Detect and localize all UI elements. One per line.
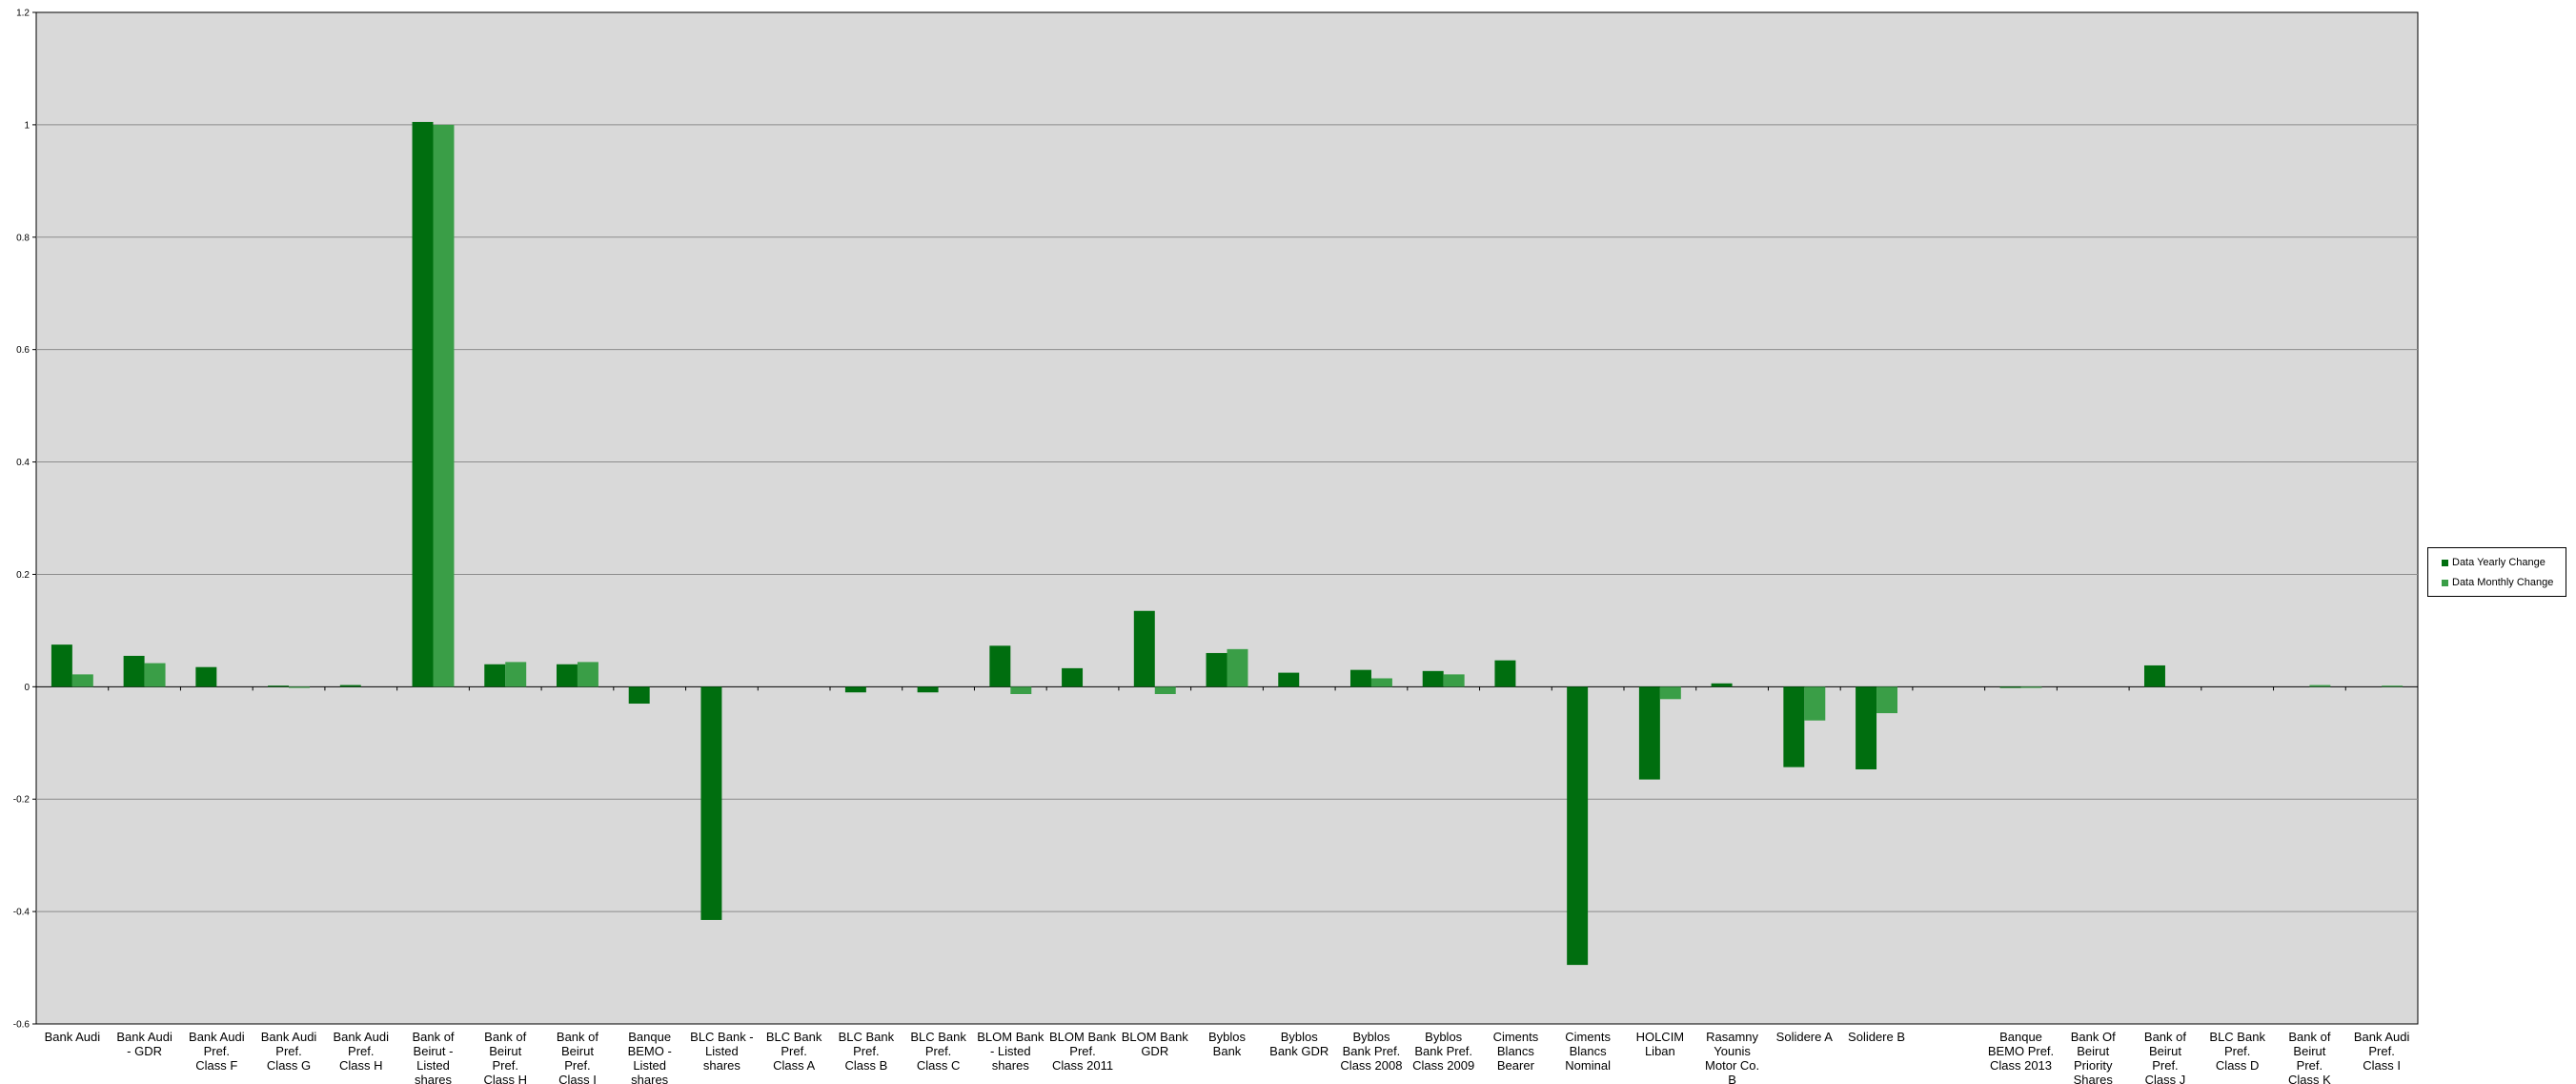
bar-yearly-change [339, 685, 361, 687]
x-category-label: Banque BEMO Pref. Class 2013 [1988, 1030, 2054, 1073]
bar-yearly-change [1494, 660, 1516, 687]
x-category-label: Bank Audi Pref. Class I [2354, 1030, 2410, 1073]
legend-swatch-yearly [2442, 559, 2448, 566]
bar-yearly-change [484, 664, 506, 687]
bar-yearly-change [1711, 683, 1733, 687]
bar-monthly-change [2382, 685, 2404, 687]
x-category-label: Banque BEMO -Listed shares [628, 1030, 672, 1084]
y-tick-label: 0.4 [16, 458, 30, 468]
bar-yearly-change [989, 645, 1011, 687]
bar-yearly-change [628, 686, 650, 705]
x-category-label: Bank Audi Pref. Class G [261, 1030, 317, 1073]
y-tick-label: 0.8 [16, 233, 30, 243]
x-category-label: Ciments Blancs Nominal [1565, 1030, 1611, 1073]
bar-yearly-change [700, 686, 722, 920]
legend: Data Yearly Change Data Monthly Change [2427, 547, 2566, 597]
bar-yearly-change [1422, 670, 1444, 687]
legend-swatch-monthly [2442, 579, 2448, 586]
x-category-label: Bank Audi Pref. Class H [333, 1030, 389, 1073]
x-category-label: Byblos Bank Pref. Class 2008 [1340, 1030, 1402, 1073]
x-category-label: Byblos Bank Pref. Class 2009 [1412, 1030, 1474, 1073]
bar-monthly-change [1227, 648, 1248, 687]
bar-yearly-change [1062, 667, 1084, 687]
bar-monthly-change [2309, 685, 2331, 687]
bar-yearly-change [917, 686, 939, 693]
bar-yearly-change [2143, 665, 2165, 687]
bar-yearly-change [195, 666, 217, 687]
x-category-label: Bank of Beirut Pref. Class K [2288, 1030, 2331, 1084]
bar-monthly-change [1154, 686, 1176, 694]
legend-item-yearly: Data Yearly Change [2442, 557, 2546, 568]
bar-yearly-change [844, 686, 866, 693]
x-category-label: Bank of Beirut Pref. Class H [483, 1030, 527, 1084]
x-category-label: Rasamny Younis Motor Co. B [1705, 1030, 1759, 1084]
x-category-label: Bank Audi Pref. Class F [189, 1030, 245, 1073]
bar-yearly-change [123, 655, 145, 687]
legend-label-monthly: Data Monthly Change [2452, 577, 2554, 588]
x-category-label: Byblos Bank [1208, 1030, 1247, 1058]
bar-yearly-change [1278, 672, 1300, 687]
y-tick-label: 0.2 [16, 570, 30, 581]
x-category-label: BLC Bank Pref. Class C [910, 1030, 966, 1073]
bar-monthly-change [433, 124, 455, 687]
x-category-label: Byblos Bank GDR [1269, 1030, 1329, 1058]
bar-yearly-change [1349, 669, 1371, 687]
x-category-label: BLOM Bank Pref. Class 2011 [1049, 1030, 1117, 1073]
bar-yearly-change [1856, 686, 1877, 769]
bars [51, 121, 2404, 966]
legend-item-monthly: Data Monthly Change [2442, 577, 2553, 588]
y-tick-label: -0.4 [13, 908, 30, 918]
x-category-label: BLC Bank -Listed shares [690, 1030, 753, 1073]
bar-monthly-change [1010, 686, 1032, 694]
y-tick-label: 0.6 [16, 345, 30, 356]
bar-yearly-change [556, 664, 578, 687]
bar-yearly-change [1133, 610, 1155, 687]
x-category-label: Ciments Blancs Bearer [1493, 1030, 1539, 1073]
x-category-label: Bank of Beirut Pref. Class I [557, 1030, 598, 1084]
x-category-label: BLC Bank Pref. Class D [2209, 1030, 2265, 1073]
x-category-label: Bank Audi - GDR [116, 1030, 172, 1058]
legend-label-yearly: Data Yearly Change [2452, 557, 2546, 568]
x-category-label: BLC Bank Pref. Class A [766, 1030, 822, 1073]
y-tick-label: 1 [24, 120, 30, 131]
bar-yearly-change [1206, 652, 1227, 687]
x-category-label: Solidere A [1776, 1030, 1834, 1044]
bar-monthly-change [144, 663, 166, 687]
bar-monthly-change [1804, 686, 1826, 721]
x-category-label: Solidere B [1848, 1030, 1905, 1044]
bar-monthly-change [1659, 686, 1681, 700]
x-category-label: BLC Bank Pref. Class B [839, 1030, 895, 1073]
bar-monthly-change [1443, 674, 1465, 687]
x-category-label: BLOM Bank - Listed shares [977, 1030, 1045, 1073]
bar-monthly-change [2020, 686, 2042, 688]
bar-monthly-change [1876, 686, 1898, 714]
bar-monthly-change [71, 674, 93, 687]
y-axis: -0.6 -0.4 -0.2 0 0.2 0.4 0.6 0.8 1 1.2 [13, 9, 36, 1031]
bar-yearly-change [1638, 686, 1660, 780]
y-tick-label: -0.2 [13, 795, 30, 806]
bar-yearly-change [412, 121, 434, 687]
y-tick-label: 1.2 [16, 9, 30, 19]
x-category-label: Bank of Beirut Pref. Class J [2144, 1030, 2186, 1084]
x-category-label: Bank of Beirut -Listed shares [412, 1030, 454, 1084]
x-category-label: Bank OfBeirutPriorityShares2014 [2071, 1030, 2116, 1084]
bar-monthly-change [289, 686, 311, 688]
bar-yearly-change [51, 644, 72, 687]
bar-yearly-change [1567, 686, 1589, 966]
x-category-label: BLOM Bank GDR [1122, 1030, 1189, 1058]
bar-monthly-change [505, 662, 527, 687]
x-category-label: Bank Audi [45, 1030, 101, 1044]
bar-yearly-change [1999, 686, 2021, 688]
y-tick-label: 0 [24, 683, 30, 693]
bar-monthly-change [577, 662, 598, 687]
x-category-label: HOLCIM Liban [1636, 1030, 1685, 1058]
x-axis: Bank Audi Bank Audi - GDR Bank Audi Pref. Cla… [35, 686, 2410, 1084]
bar-monthly-change [1370, 678, 1392, 687]
bar-yearly-change [268, 685, 290, 687]
plot-area [35, 11, 2419, 1025]
y-tick-label: -0.6 [13, 1020, 30, 1031]
bar-yearly-change [1783, 686, 1805, 767]
